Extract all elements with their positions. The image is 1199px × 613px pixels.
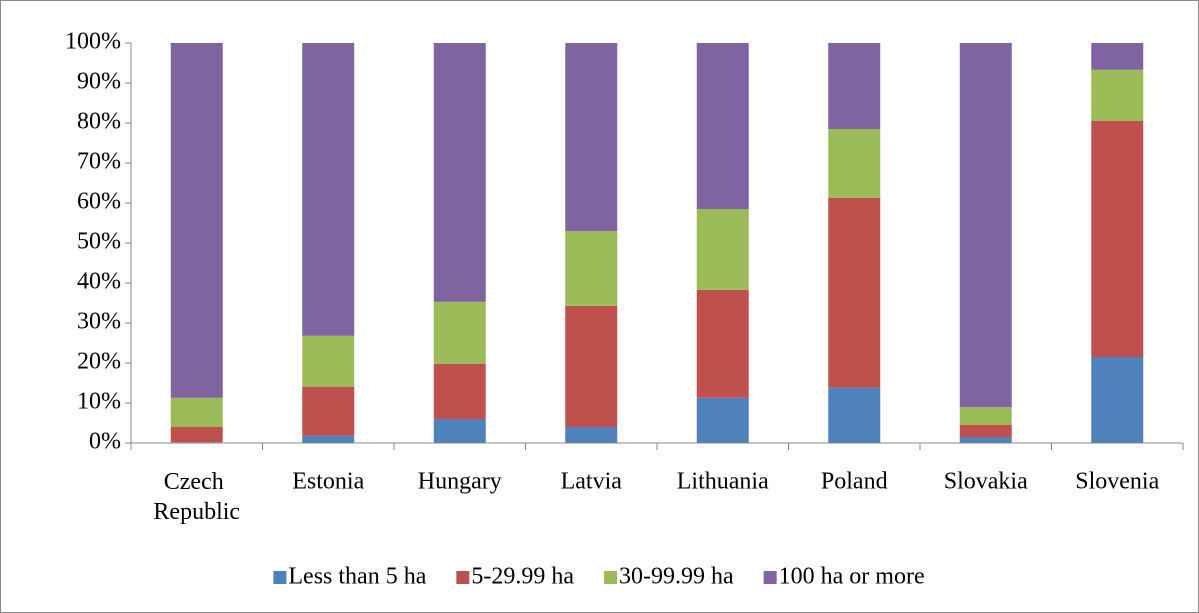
bar-segment	[433, 301, 486, 364]
bar-segment	[565, 305, 618, 427]
x-tick-label: Latvia	[561, 469, 623, 495]
bar-segment	[302, 43, 355, 336]
bar-segment	[828, 387, 881, 443]
x-tick-label: Estonia	[292, 469, 364, 495]
y-tick-label: 90%	[77, 69, 121, 95]
bar-segment	[959, 437, 1012, 443]
legend-label: Less than 5 ha	[288, 564, 426, 590]
bar-segment	[433, 419, 486, 443]
x-tick-label: Slovenia	[1075, 469, 1159, 495]
bar-segment	[302, 335, 355, 387]
bar-segment	[696, 209, 749, 290]
bar-segment	[302, 435, 355, 443]
bar-segment	[696, 397, 749, 443]
y-tick-label: 0%	[89, 429, 121, 455]
bar-segment	[565, 43, 618, 231]
legend-swatch	[273, 571, 287, 584]
y-tick-label: 40%	[77, 269, 121, 295]
y-tick-label: 30%	[77, 309, 121, 335]
legend-label: 30-99.99 ha	[619, 564, 734, 590]
bar-segment	[959, 407, 1012, 425]
bar-segment	[696, 43, 749, 209]
y-tick-label: 20%	[77, 349, 121, 375]
y-tick-label: 60%	[77, 189, 121, 215]
bar-segment	[828, 129, 881, 198]
legend-swatch	[604, 571, 617, 584]
legend-label: 5-29.99 ha	[471, 564, 574, 590]
bar-segment	[1091, 357, 1144, 443]
legend-swatch	[456, 571, 470, 584]
x-tick-label: Poland	[821, 469, 888, 495]
legend-swatch	[763, 571, 777, 584]
bar-segment	[828, 43, 881, 129]
y-tick-label: 50%	[77, 229, 121, 255]
y-tick-label: 80%	[77, 109, 121, 135]
x-tick-label: Hungary	[418, 469, 502, 495]
bar-segment	[1091, 69, 1144, 121]
bar-segment	[170, 427, 223, 443]
bar-segment	[433, 363, 486, 419]
x-tick-label: Czech Republic	[153, 469, 240, 525]
bar-segment	[170, 43, 223, 398]
bar-segment	[302, 387, 355, 436]
y-tick-label: 10%	[77, 389, 121, 415]
bar-segment	[170, 397, 223, 427]
y-tick-label: 100%	[65, 29, 121, 55]
bar-segment	[565, 427, 618, 443]
bar-segment	[433, 43, 486, 302]
bar-segment	[696, 289, 749, 398]
legend-label: 100 ha or more	[779, 564, 925, 590]
bar-segment	[959, 43, 1012, 407]
legend: Less than 5 ha 5-29.99 ha 30-99.99 ha 100 h…	[273, 564, 925, 590]
bar-segment	[565, 231, 618, 306]
bar-segment	[1091, 43, 1144, 70]
bar-segment	[828, 197, 881, 388]
x-tick-label: Slovakia	[944, 469, 1028, 495]
y-tick-label: 70%	[77, 149, 121, 175]
bar-segment	[959, 425, 1012, 437]
bar-segment	[1091, 121, 1144, 357]
x-tick-label: Lithuania	[677, 469, 769, 495]
